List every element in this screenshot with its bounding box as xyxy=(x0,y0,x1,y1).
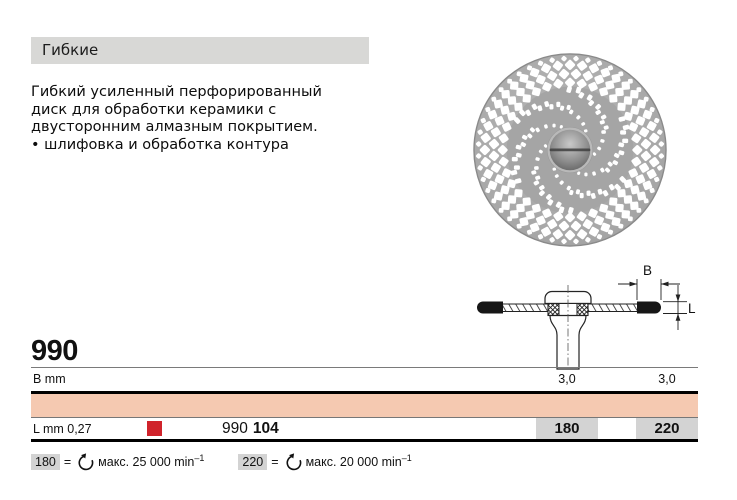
dim-l-label: L xyxy=(688,301,696,316)
b-value-220: 3,0 xyxy=(658,372,676,386)
article-prefix: 990 xyxy=(222,420,248,437)
l-row-label: L mm 0,27 xyxy=(33,422,92,436)
article-number: 990 104 xyxy=(222,420,279,438)
description-line: двусторонним алмазным покрытием. xyxy=(31,119,318,135)
rpm-exponent: –1 xyxy=(194,453,205,464)
rpm-text: макс. 25 000 min–1 xyxy=(98,453,205,470)
size-180-cell: 180 xyxy=(536,418,598,439)
product-description: Гибкий усиленный перфорированный диск дл… xyxy=(31,84,322,154)
section-header: Гибкие xyxy=(31,37,369,64)
grit-color-square xyxy=(147,421,162,436)
rpm-legend: 180 = макс. 25 000 min–1 220 = макс. 20 … xyxy=(31,452,412,471)
accent-row xyxy=(31,394,698,418)
size-table: 990 B mm 3,0 3,0 L mm 0,27 990 104 180 22… xyxy=(31,336,698,442)
description-line: Гибкий усиленный перфорированный xyxy=(31,84,322,100)
legend-item-180: 180 = макс. 25 000 min–1 xyxy=(31,452,204,471)
description-line: диск для обработки керамики с xyxy=(31,101,277,118)
divider xyxy=(31,439,698,442)
description-line: • шлифовка и обработка контура xyxy=(31,136,289,153)
rpm-exponent: –1 xyxy=(401,453,412,464)
rotation-icon xyxy=(286,453,301,471)
dim-b-label: B xyxy=(643,263,652,278)
rotation-icon xyxy=(78,453,94,471)
divider xyxy=(31,391,698,394)
technical-drawing: B L xyxy=(447,258,737,371)
cross-section-diagram: B L xyxy=(477,263,696,370)
product-code: 990 xyxy=(31,335,78,367)
size-220-cell: 220 xyxy=(636,418,698,439)
article-size-code: 104 xyxy=(252,420,279,437)
size-chip-220: 220 xyxy=(238,453,268,470)
b-value-180: 3,0 xyxy=(558,372,576,386)
perforated-disc-illustration xyxy=(473,53,667,247)
product-disc-image xyxy=(471,51,669,249)
b-row-label: B mm xyxy=(33,372,66,386)
size-chip-180: 180 xyxy=(31,453,60,470)
equals-sign: = xyxy=(63,454,72,469)
b-row: B mm 3,0 3,0 xyxy=(31,367,698,391)
l-row: L mm 0,27 990 104 180 220 xyxy=(31,418,698,439)
legend-item-220: 220 = макс. 20 000 min–1 xyxy=(238,452,412,471)
equals-sign: = xyxy=(271,454,279,469)
rpm-text: макс. 20 000 min–1 xyxy=(305,453,412,470)
